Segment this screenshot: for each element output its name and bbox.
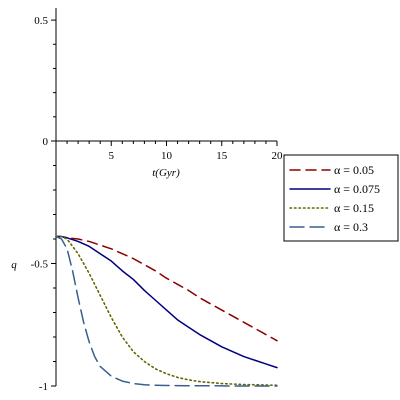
ticks: 5 10 15 20 0.5 0 -0.5 -1 <box>31 15 283 393</box>
series-layer <box>55 235 278 387</box>
y-axis-label: q <box>11 259 17 271</box>
series-line <box>55 235 278 369</box>
legend-label: α = 0.05 <box>334 163 374 177</box>
x-tick-label: 10 <box>161 150 173 162</box>
legend: α = 0.05 α = 0.075 α = 0.15 α = 0.3 <box>283 154 399 242</box>
y-tick-label: 0 <box>43 136 49 148</box>
x-tick-label: 5 <box>109 150 115 162</box>
series-line <box>55 235 278 387</box>
x-tick-label: 15 <box>216 150 228 162</box>
legend-label: α = 0.15 <box>334 201 374 215</box>
y-tick-label: -0.5 <box>31 259 49 271</box>
axes <box>55 8 277 386</box>
legend-label: α = 0.3 <box>334 220 368 234</box>
y-tick-label: 0.5 <box>34 15 48 27</box>
legend-label: α = 0.075 <box>334 182 380 196</box>
series-line <box>55 235 278 387</box>
x-axis-label: t(Gyr) <box>152 167 180 179</box>
x-tick-label: 20 <box>272 150 284 162</box>
y-tick-label: -1 <box>39 381 48 393</box>
series-line <box>55 235 278 342</box>
